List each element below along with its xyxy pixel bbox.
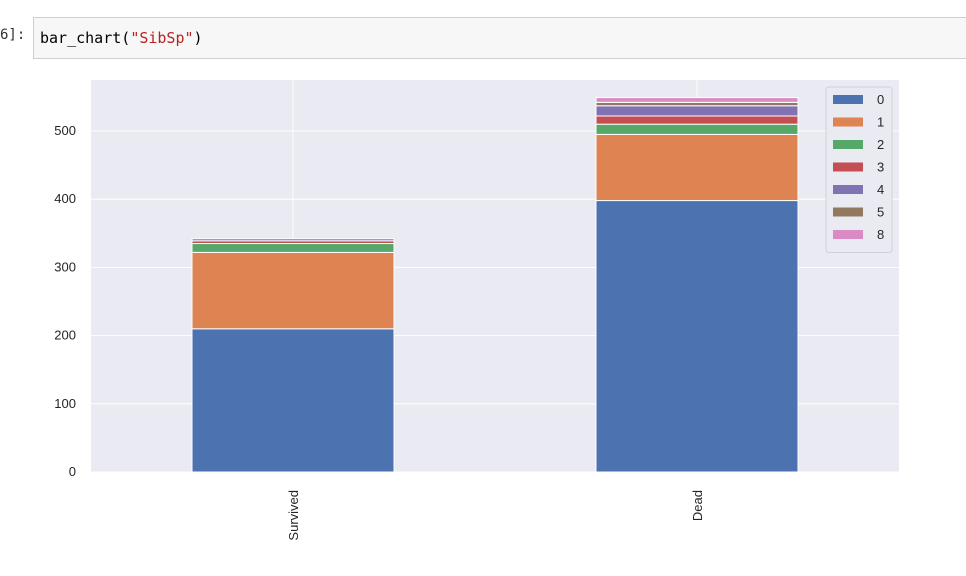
cell-prompt: 6]: [0,27,26,43]
legend-label: 2 [877,137,884,152]
code-cell-input[interactable]: bar_chart("SibSp") [33,17,966,59]
bar-segment [191,251,395,330]
code-string-arg: "SibSp" [130,29,194,47]
legend-swatch [833,95,863,104]
legend-label: 5 [877,205,884,220]
legend-swatch [833,230,863,239]
stacked-bar-chart: 0 100 200 300 400 500 Survived Dead 0 1 2 3 4 5 8 [54,80,899,541]
bar-segment [595,123,799,135]
legend-label: 8 [877,227,884,242]
legend-swatch [833,162,863,172]
bar-segment [595,97,799,103]
bar-segment [595,101,799,107]
y-tick-label: 300 [54,259,76,274]
code-function: bar_chart( [40,29,131,47]
y-tick-label: 500 [54,123,76,138]
legend-swatch [833,207,863,217]
legend-swatch [833,117,863,127]
code-close-paren: ) [193,29,203,47]
legend-label: 3 [877,160,884,175]
code-line: bar_chart("SibSp") [40,29,203,47]
y-tick-label: 0 [69,464,76,479]
bar-segment [595,200,799,473]
legend-swatch [833,185,863,194]
bar-segment [595,105,799,117]
legend-label: 1 [877,115,884,130]
bar-segment [191,243,395,253]
legend-swatch [833,140,863,149]
bar-segment [191,328,395,473]
y-tick-label: 400 [54,191,76,206]
bar-segment [191,238,395,242]
bar-segment [595,115,799,125]
legend-label: 0 [877,92,884,107]
x-tick-label: Dead [690,490,705,521]
bar-segment [595,133,799,202]
legend-label: 4 [877,182,884,197]
y-tick-label: 200 [54,328,76,343]
y-tick-label: 100 [54,396,76,411]
x-tick-label: Survived [286,490,301,541]
